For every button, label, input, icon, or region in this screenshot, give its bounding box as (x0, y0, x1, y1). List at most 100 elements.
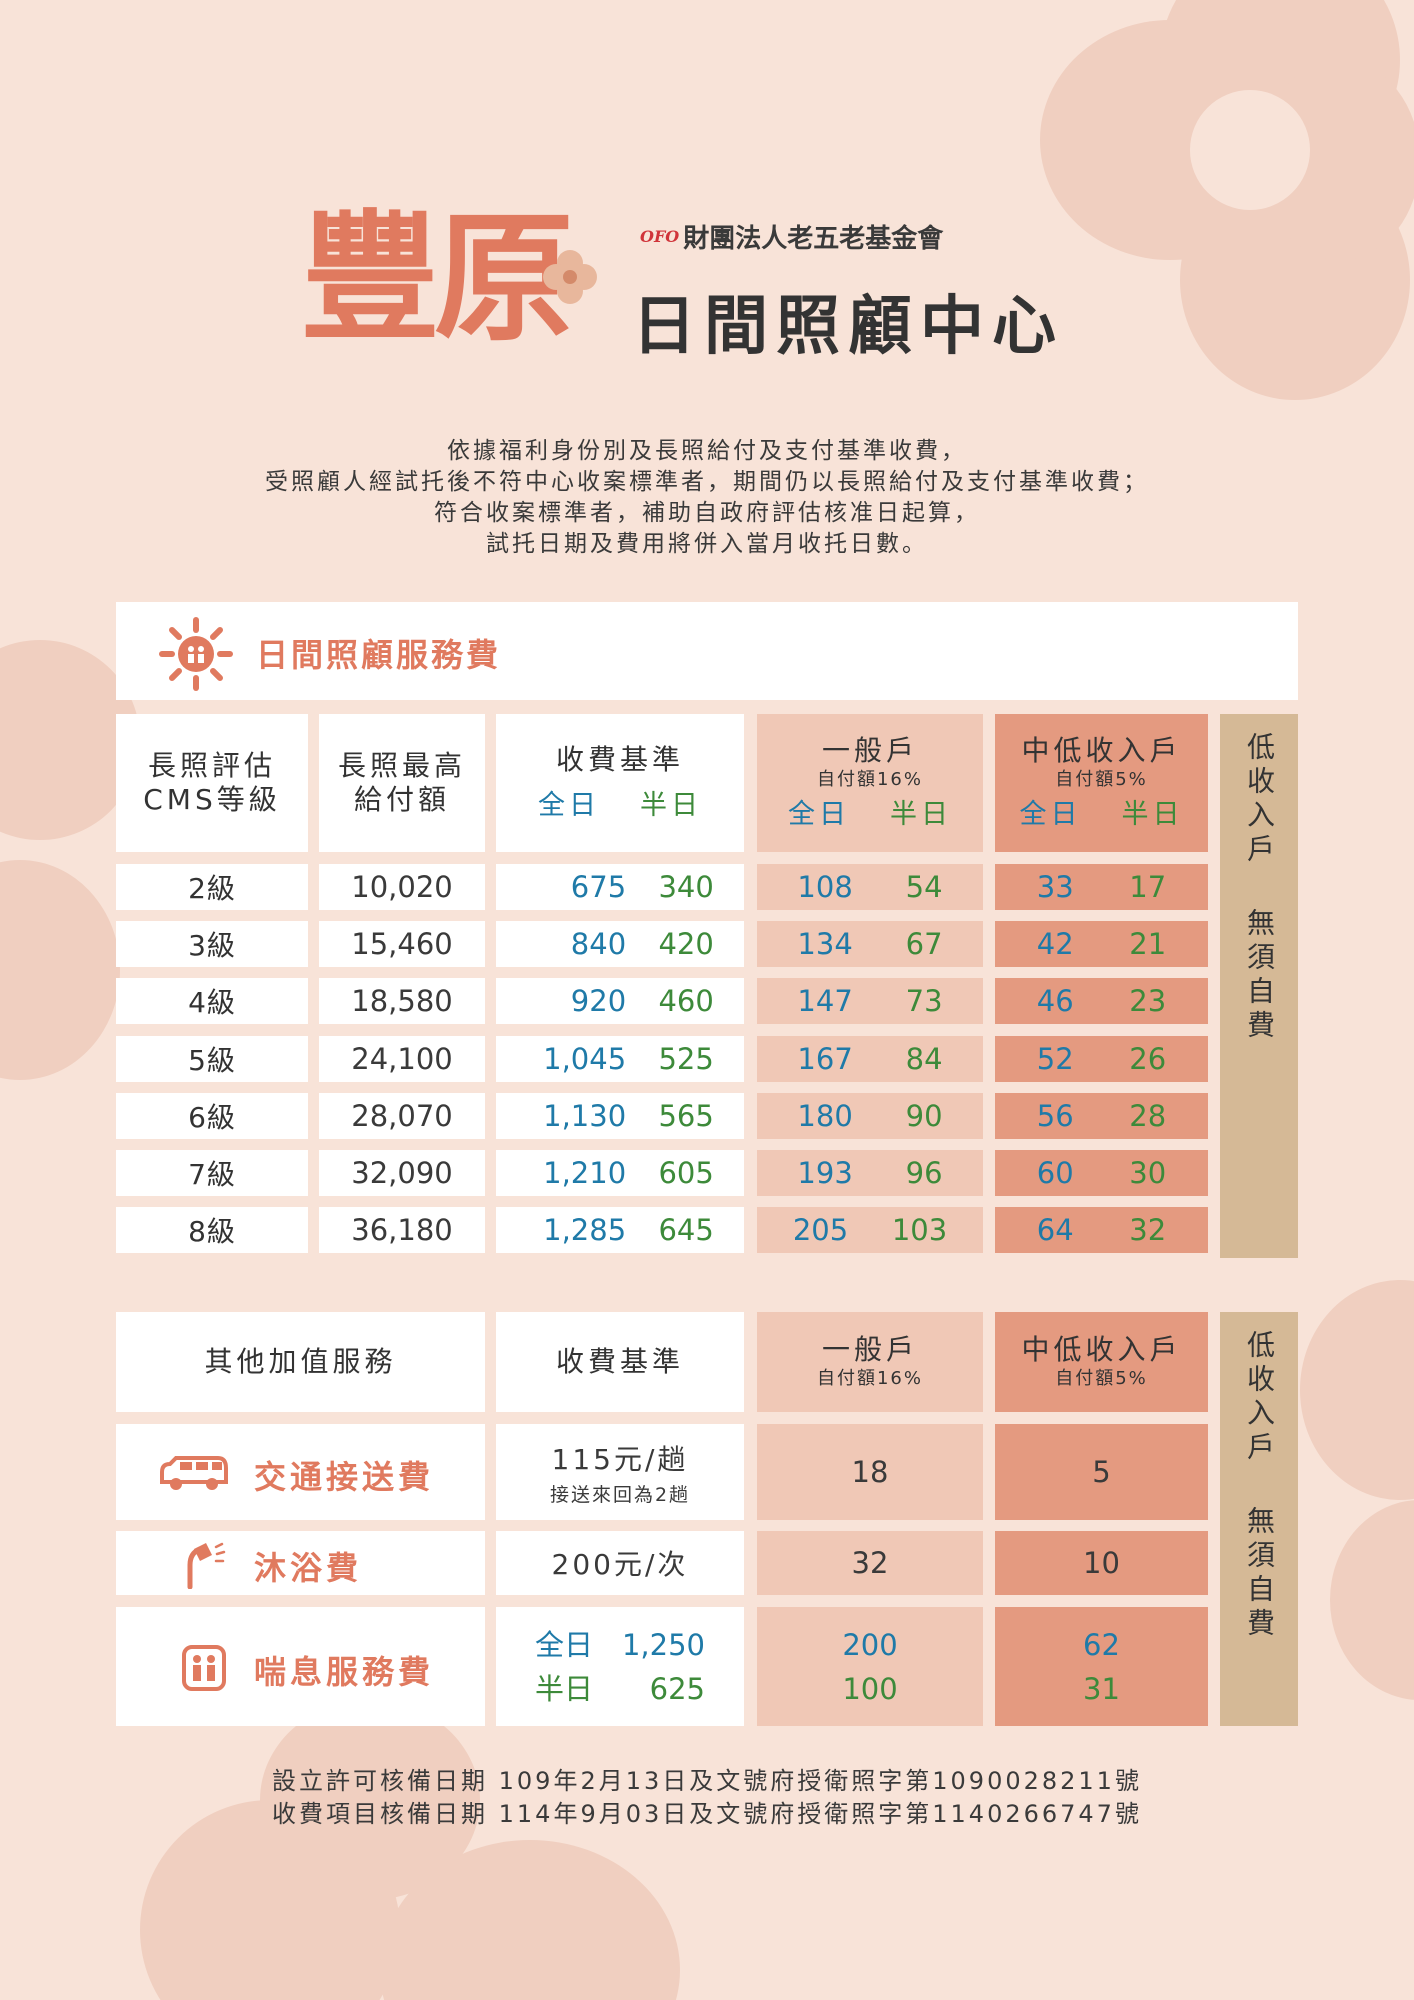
header-general-2: 一般戶 自付額16% (757, 1312, 983, 1412)
max-payment: 15,460 (351, 927, 453, 961)
gen-full: 134 (797, 927, 853, 961)
std-full: 840 (570, 927, 627, 961)
service-respite: 喘息服務費 (116, 1607, 485, 1726)
gen-half: 67 (905, 927, 943, 961)
transport-std: 115元/趟 (551, 1442, 689, 1476)
table-cell: 56 28 (995, 1093, 1208, 1139)
mid-half: 32 (1129, 1213, 1167, 1247)
header-half: 半日 (890, 799, 952, 830)
respite-gen-half: 100 (842, 1671, 898, 1706)
max-payment: 32,090 (351, 1156, 453, 1190)
std-half: 340 (658, 870, 714, 904)
table-cell: 28,070 (319, 1093, 485, 1139)
intro-line: 依據福利身份別及長照給付及支付基準收費， (447, 438, 967, 464)
intro-line: 試托日期及費用將併入當月收托日數。 (486, 531, 928, 557)
max-payment: 24,100 (351, 1042, 453, 1076)
table-cell: 134 67 (757, 921, 983, 967)
bath-std: 200元/次 (551, 1548, 689, 1581)
shower-icon (187, 1542, 226, 1589)
bath-general: 32 (757, 1531, 983, 1595)
header-half: 半日 (1121, 799, 1184, 830)
std-half: 525 (658, 1042, 714, 1076)
bath-label: 沐浴費 (254, 1549, 363, 1587)
intro-line: 受照顧人經試托後不符中心收案標準者，期間仍以長照給付及支付基準收費； (265, 469, 1149, 495)
mid-half: 30 (1129, 1156, 1167, 1190)
mid-full: 33 (1036, 870, 1074, 904)
mid-half: 23 (1129, 984, 1167, 1018)
std-half: 420 (658, 927, 714, 961)
service-transport: 交通接送費 (116, 1424, 485, 1520)
gen-half: 96 (905, 1156, 943, 1190)
gen-full: 147 (797, 984, 853, 1018)
table-cell: 193 96 (757, 1150, 983, 1196)
respite-half-label: 半日 (534, 1671, 593, 1706)
cms-grade: 6級 (188, 1101, 236, 1134)
respite-general: 200 100 (757, 1607, 983, 1726)
header-full: 全日 (1019, 799, 1082, 830)
low-income-column-2: 低收入戶 無須自費 (1220, 1312, 1298, 1726)
no-fee-label: 無須自費 (1243, 908, 1276, 1044)
table-cell: 18,580 (319, 978, 485, 1024)
table-cell: 1,285 645 (496, 1207, 744, 1253)
table-cell: 3級 (116, 921, 308, 967)
header-midlow-2-sub: 自付額5% (1055, 1368, 1148, 1389)
mid-full: 60 (1036, 1156, 1074, 1190)
std-full: 1,045 (543, 1042, 627, 1076)
header-general-sub: 自付額16% (816, 769, 923, 790)
mid-full: 42 (1036, 927, 1074, 961)
header-general-2-label: 一般戶 (821, 1333, 918, 1366)
header-max-line1: 長照最高 (337, 749, 466, 782)
max-payment: 28,070 (351, 1099, 453, 1133)
respite-full-std: 1,250 (621, 1627, 705, 1662)
transport-note: 接送來回為2趟 (549, 1483, 691, 1506)
cms-grade: 5級 (188, 1044, 236, 1077)
table-cell: 147 73 (757, 978, 983, 1024)
cms-grade: 8級 (188, 1215, 236, 1248)
caregiver-icon (182, 1645, 226, 1691)
header-general-2-sub: 自付額16% (816, 1368, 923, 1389)
cms-grade: 4級 (188, 986, 236, 1019)
footer-line: 設立許可核備日期 109年2月13日及文號府授衛照字第1090028211號 (272, 1767, 1142, 1795)
table-cell: 108 54 (757, 864, 983, 910)
foundation-name: 財團法人老五老基金會 (683, 224, 944, 254)
mid-half: 26 (1129, 1042, 1167, 1076)
gen-full: 193 (797, 1156, 853, 1190)
table-cell: 920 460 (496, 978, 744, 1024)
table-cell: 180 90 (757, 1093, 983, 1139)
respite-midlow: 62 31 (995, 1607, 1208, 1726)
table-cell: 24,100 (319, 1036, 485, 1082)
std-half: 460 (658, 984, 714, 1018)
max-payment: 18,580 (351, 984, 453, 1018)
mid-half: 28 (1129, 1099, 1167, 1133)
max-payment: 36,180 (351, 1213, 453, 1247)
std-half: 565 (658, 1099, 714, 1133)
table-cell: 33 17 (995, 864, 1208, 910)
section-header: 日間照顧服務費 (116, 602, 1298, 700)
header-midlow: 中低收入戶 自付額5% 全日 半日 (995, 714, 1208, 852)
table-cell: 10,020 (319, 864, 485, 910)
std-half: 605 (658, 1156, 714, 1190)
transport-midlow: 5 (995, 1424, 1208, 1520)
gen-half: 103 (891, 1213, 948, 1247)
brand-name: 豐原 (300, 198, 574, 361)
car-icon (160, 1456, 228, 1490)
std-full: 1,210 (543, 1156, 627, 1190)
header-max-payment: 長照最高 給付額 (319, 714, 485, 852)
bath-standard: 200元/次 (496, 1531, 744, 1595)
header-midlow-sub: 自付額5% (1055, 769, 1148, 790)
header-half: 半日 (640, 790, 702, 821)
intro-text: 依據福利身份別及長照給付及支付基準收費， 受照顧人經試托後不符中心收案標準者，期… (120, 436, 1294, 560)
gen-full: 108 (797, 870, 853, 904)
table-cell: 205 103 (757, 1207, 983, 1253)
gen-full: 180 (797, 1099, 853, 1133)
table-cell: 8級 (116, 1207, 308, 1253)
footer-line: 收費項目核備日期 114年9月03日及文號府授衛照字第1140266747號 (272, 1800, 1142, 1828)
cms-grade: 7級 (188, 1158, 236, 1191)
table-cell: 32,090 (319, 1150, 485, 1196)
gen-half: 73 (905, 984, 943, 1018)
header-midlow-2-label: 中低收入戶 (1021, 1333, 1182, 1366)
respite-half-std: 625 (649, 1671, 705, 1706)
sun-icon (159, 617, 233, 691)
cms-grade: 3級 (188, 929, 236, 962)
respite-standard: 全日 1,250 半日 625 (496, 1607, 744, 1726)
